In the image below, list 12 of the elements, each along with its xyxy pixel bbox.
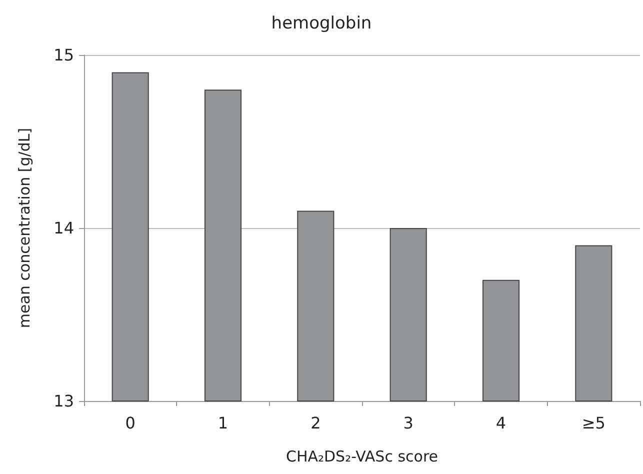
x-tick-label: 2 xyxy=(310,414,321,432)
x-tick-label: 0 xyxy=(125,414,136,432)
x-tick-label: 4 xyxy=(496,414,506,432)
x-tick-label: 3 xyxy=(403,414,414,432)
y-tick-label: 14 xyxy=(54,218,74,238)
x-axis-title: CHA₂DS₂-VASc score xyxy=(286,448,438,466)
y-axis-title: mean concentration [g/dL] xyxy=(16,128,34,328)
y-tick-label: 15 xyxy=(54,46,74,64)
y-tick-label: 13 xyxy=(54,392,74,410)
x-tick-label: 1 xyxy=(218,414,228,432)
chart-title: hemoglobin xyxy=(271,14,372,34)
x-tick-label: ≥5 xyxy=(582,414,606,432)
